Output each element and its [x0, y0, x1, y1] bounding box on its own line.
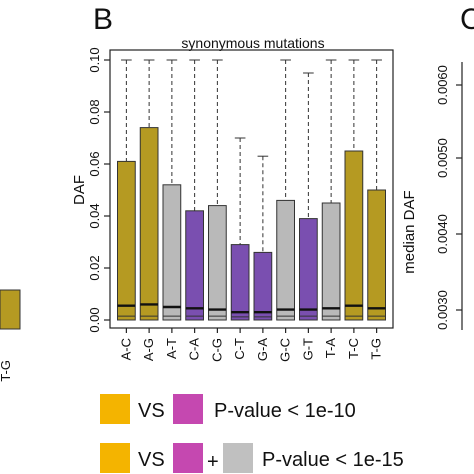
- legend-swatch-gold-2: [100, 443, 130, 473]
- panel-c-y-ticks: 0.0030 0.0040 0.0050 0.0060: [435, 65, 462, 330]
- panel-c-tick-label: 0.0030: [435, 290, 450, 330]
- panel-a-bar: [0, 290, 20, 329]
- panel-b-letter: B: [93, 3, 113, 36]
- legend-swatch-magenta-2: [173, 443, 203, 473]
- y-tick-label: 0.10: [87, 47, 102, 72]
- y-tick-label: 0.04: [87, 203, 102, 228]
- x-tick-label: C-A: [187, 338, 202, 361]
- panel-c-tick-label: 0.0060: [435, 65, 450, 105]
- panel-c-y-label: median DAF: [401, 190, 418, 273]
- bar-T-A: [322, 203, 340, 320]
- x-tick-label: G-C: [278, 338, 293, 362]
- y-axis-label: DAF: [71, 175, 88, 205]
- legend-swatch-gold-1: [100, 394, 130, 424]
- x-tick-label: T-C: [346, 338, 361, 359]
- legend-text-2: P-value < 1e-15: [262, 449, 404, 471]
- panel-c-tick-label: 0.0050: [435, 138, 450, 178]
- legend: VS P-value < 1e-10 VS + P-value < 1e-15: [100, 394, 404, 473]
- panel-c-remnant: C median DAF 0.0030 0.0040 0.0050 0.0060: [401, 3, 474, 330]
- legend-swatch-gray-2: [223, 443, 253, 473]
- legend-text-1: P-value < 1e-10: [214, 400, 356, 422]
- bar-C-A: [186, 211, 204, 320]
- y-tick-label: 0.00: [87, 307, 102, 332]
- legend-vs-1: VS: [138, 400, 165, 422]
- x-axis-labels: A-C A-G A-T C-A C-G C-T G-A G-C G-T T-A T-C T-G: [118, 338, 383, 362]
- bar-T-C: [345, 151, 363, 320]
- panel-c-letter: C: [460, 3, 474, 36]
- bar-A-G: [140, 128, 158, 320]
- x-tick-label: T-A: [323, 338, 338, 359]
- chart-title: synonymous mutations: [181, 35, 324, 51]
- panel-c-tick-label: 0.0040: [435, 214, 450, 254]
- x-tick-label: A-C: [118, 338, 133, 360]
- bar-C-T: [231, 245, 249, 320]
- x-tick-label: G-T: [300, 338, 315, 360]
- bar-A-T: [163, 185, 181, 320]
- x-tick-label: A-G: [141, 338, 156, 361]
- legend-plus: +: [207, 451, 219, 473]
- panel-b-chart: B synonymous mutations DAF 0.000.020.040…: [71, 3, 393, 362]
- x-tick-label: T-G: [369, 338, 384, 360]
- bar-A-C: [118, 161, 136, 320]
- bar-C-G: [209, 206, 227, 320]
- bar-G-T: [300, 219, 318, 320]
- x-tick-label: A-T: [164, 338, 179, 359]
- y-tick-label: 0.06: [87, 151, 102, 176]
- x-tick-label: C-T: [232, 338, 247, 360]
- x-tick-label: C-G: [209, 338, 224, 362]
- bar-G-A: [254, 252, 272, 320]
- legend-vs-2: VS: [138, 449, 165, 471]
- y-tick-label: 0.02: [87, 255, 102, 280]
- y-tick-label: 0.08: [87, 99, 102, 124]
- bar-G-C: [277, 200, 295, 320]
- y-axis: 0.00 0.02 0.04 0.06 0.08 0.10: [87, 47, 110, 332]
- panel-a-remnant: T-G: [0, 290, 20, 382]
- legend-swatch-magenta-1: [173, 394, 203, 424]
- box-series: [118, 60, 386, 333]
- x-tick-label: G-A: [255, 338, 270, 361]
- bar-T-G: [368, 190, 386, 320]
- panel-a-tick-label: T-G: [0, 360, 13, 382]
